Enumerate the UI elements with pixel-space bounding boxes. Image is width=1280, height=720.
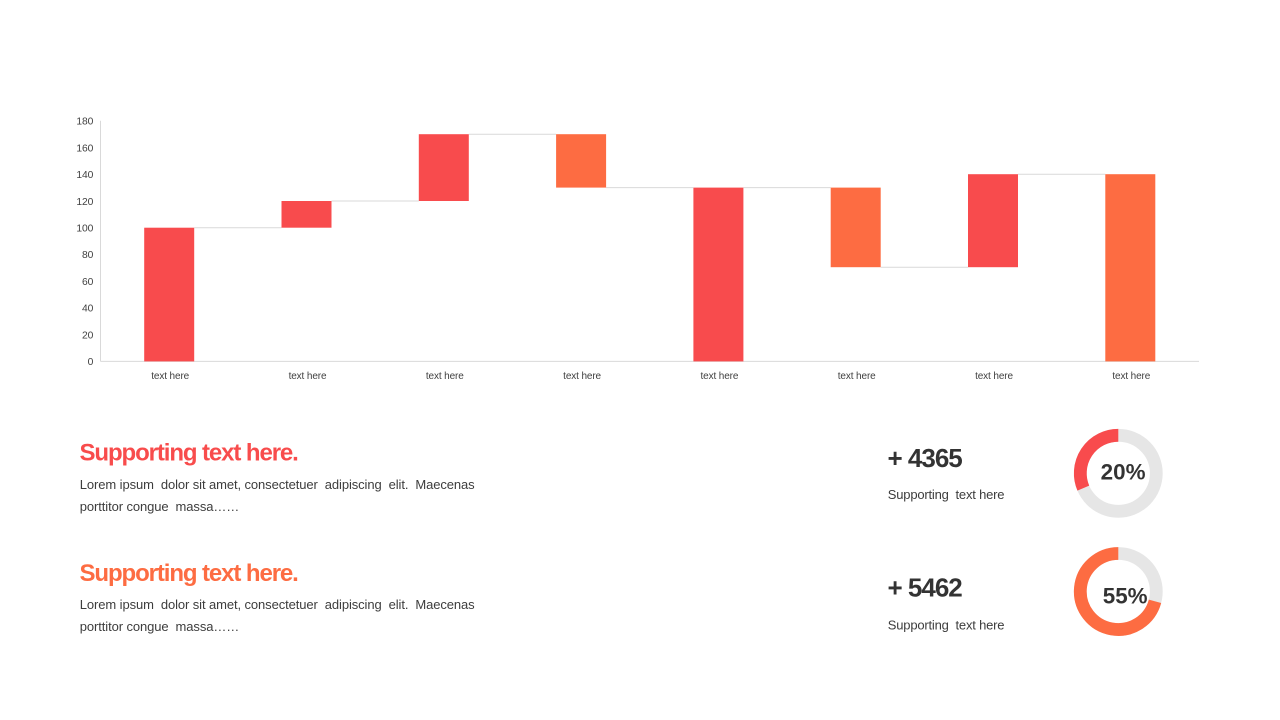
svg-text:text here: text here [563,371,601,382]
svg-text:160: 160 [76,143,93,154]
svg-text:Supporting text here.: Supporting text here. [80,440,299,467]
svg-text:55%: 55% [1103,583,1148,608]
svg-text:Lorem ipsum dolor sit amet, c: Lorem ipsum dolor sit amet, consectetuer… [80,597,475,612]
svg-text:60: 60 [82,277,94,288]
svg-text:text here: text here [700,371,738,382]
svg-text:porttitor congue massa……: porttitor congue massa…… [80,619,239,634]
svg-text:140: 140 [76,170,93,181]
svg-text:80: 80 [82,250,94,261]
svg-text:Supporting text here: Supporting text here [888,487,1005,502]
svg-text:120: 120 [76,197,93,208]
svg-text:0: 0 [88,357,94,368]
svg-text:Lorem ipsum dolor sit amet, c: Lorem ipsum dolor sit amet, consectetuer… [80,477,475,492]
svg-text:+ 5462: + 5462 [888,573,963,603]
svg-text:20: 20 [82,330,94,341]
svg-text:+ 4365: + 4365 [888,443,963,473]
svg-text:text here: text here [838,371,876,382]
svg-text:180: 180 [76,117,93,128]
svg-text:text here: text here [1112,371,1150,382]
svg-text:text here: text here [975,371,1013,382]
svg-text:40: 40 [82,304,94,315]
svg-text:Supporting text here.: Supporting text here. [80,560,299,587]
svg-text:text here: text here [151,371,189,382]
svg-text:100: 100 [76,224,93,235]
svg-text:porttitor congue massa……: porttitor congue massa…… [80,499,239,514]
svg-text:20%: 20% [1101,460,1146,485]
svg-text:text here: text here [289,371,327,382]
svg-text:text here: text here [426,371,464,382]
svg-text:Supporting text here: Supporting text here [888,617,1005,632]
